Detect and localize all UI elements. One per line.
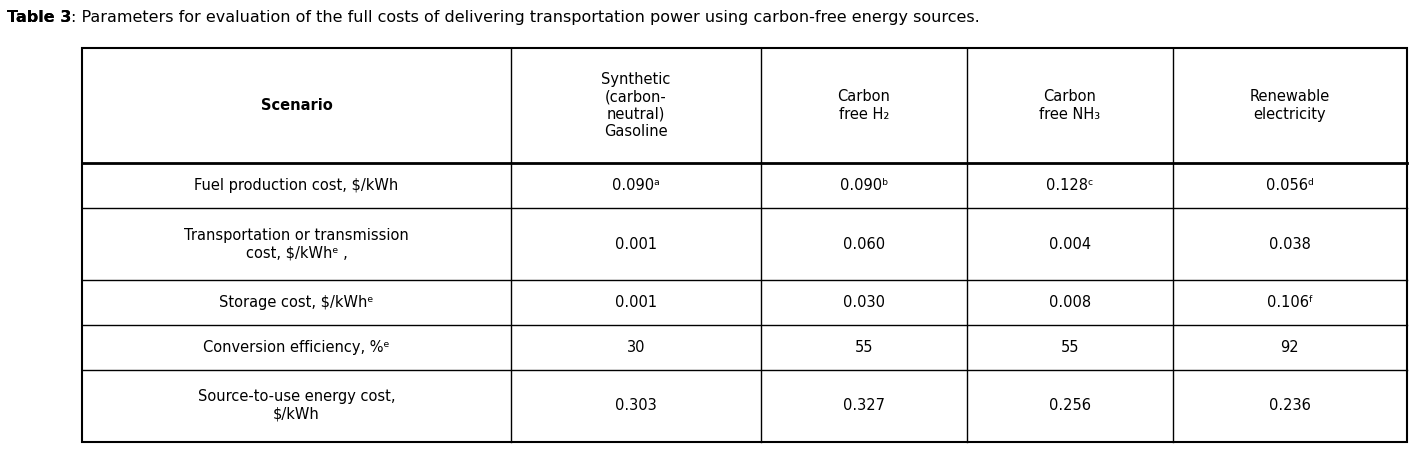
Text: Table 3: Table 3 [7, 10, 71, 25]
Text: Storage cost, $/kWhᵉ: Storage cost, $/kWhᵉ [220, 295, 374, 310]
Text: 0.106ᶠ: 0.106ᶠ [1267, 295, 1314, 310]
Text: 0.001: 0.001 [615, 236, 657, 251]
Text: 0.056ᵈ: 0.056ᵈ [1265, 178, 1314, 193]
Text: 30: 30 [626, 340, 645, 355]
Text: 0.038: 0.038 [1268, 236, 1311, 251]
Text: Conversion efficiency, %ᵉ: Conversion efficiency, %ᵉ [203, 340, 390, 355]
Text: 55: 55 [854, 340, 873, 355]
Text: 0.060: 0.060 [843, 236, 886, 251]
Text: 0.004: 0.004 [1049, 236, 1091, 251]
Text: 0.090ᵃ: 0.090ᵃ [612, 178, 660, 193]
Text: 0.236: 0.236 [1268, 398, 1311, 413]
Text: 55: 55 [1060, 340, 1078, 355]
Text: 0.327: 0.327 [843, 398, 886, 413]
Text: Transportation or transmission
cost, $/kWhᵉ ,: Transportation or transmission cost, $/k… [184, 228, 410, 260]
Text: Carbon
free H₂: Carbon free H₂ [837, 89, 890, 121]
Text: Fuel production cost, $/kWh: Fuel production cost, $/kWh [194, 178, 398, 193]
Text: : Parameters for evaluation of the full costs of delivering transportation power: : Parameters for evaluation of the full … [71, 10, 981, 25]
Text: 0.303: 0.303 [615, 398, 657, 413]
Text: Table 3: Table 3 [7, 10, 71, 25]
Text: 0.008: 0.008 [1049, 295, 1091, 310]
Text: 0.256: 0.256 [1049, 398, 1091, 413]
Text: Synthetic
(carbon-
neutral)
Gasoline: Synthetic (carbon- neutral) Gasoline [601, 72, 670, 139]
Text: 0.090ᵇ: 0.090ᵇ [840, 178, 888, 193]
Text: 0.001: 0.001 [615, 295, 657, 310]
Text: 0.128ᶜ: 0.128ᶜ [1046, 178, 1094, 193]
Text: 0.030: 0.030 [843, 295, 886, 310]
Text: 92: 92 [1281, 340, 1299, 355]
Text: Renewable
electricity: Renewable electricity [1250, 89, 1331, 121]
Text: Source-to-use energy cost,
$/kWh: Source-to-use energy cost, $/kWh [198, 390, 395, 422]
Text: Carbon
free NH₃: Carbon free NH₃ [1039, 89, 1101, 121]
Text: Scenario: Scenario [261, 98, 333, 113]
